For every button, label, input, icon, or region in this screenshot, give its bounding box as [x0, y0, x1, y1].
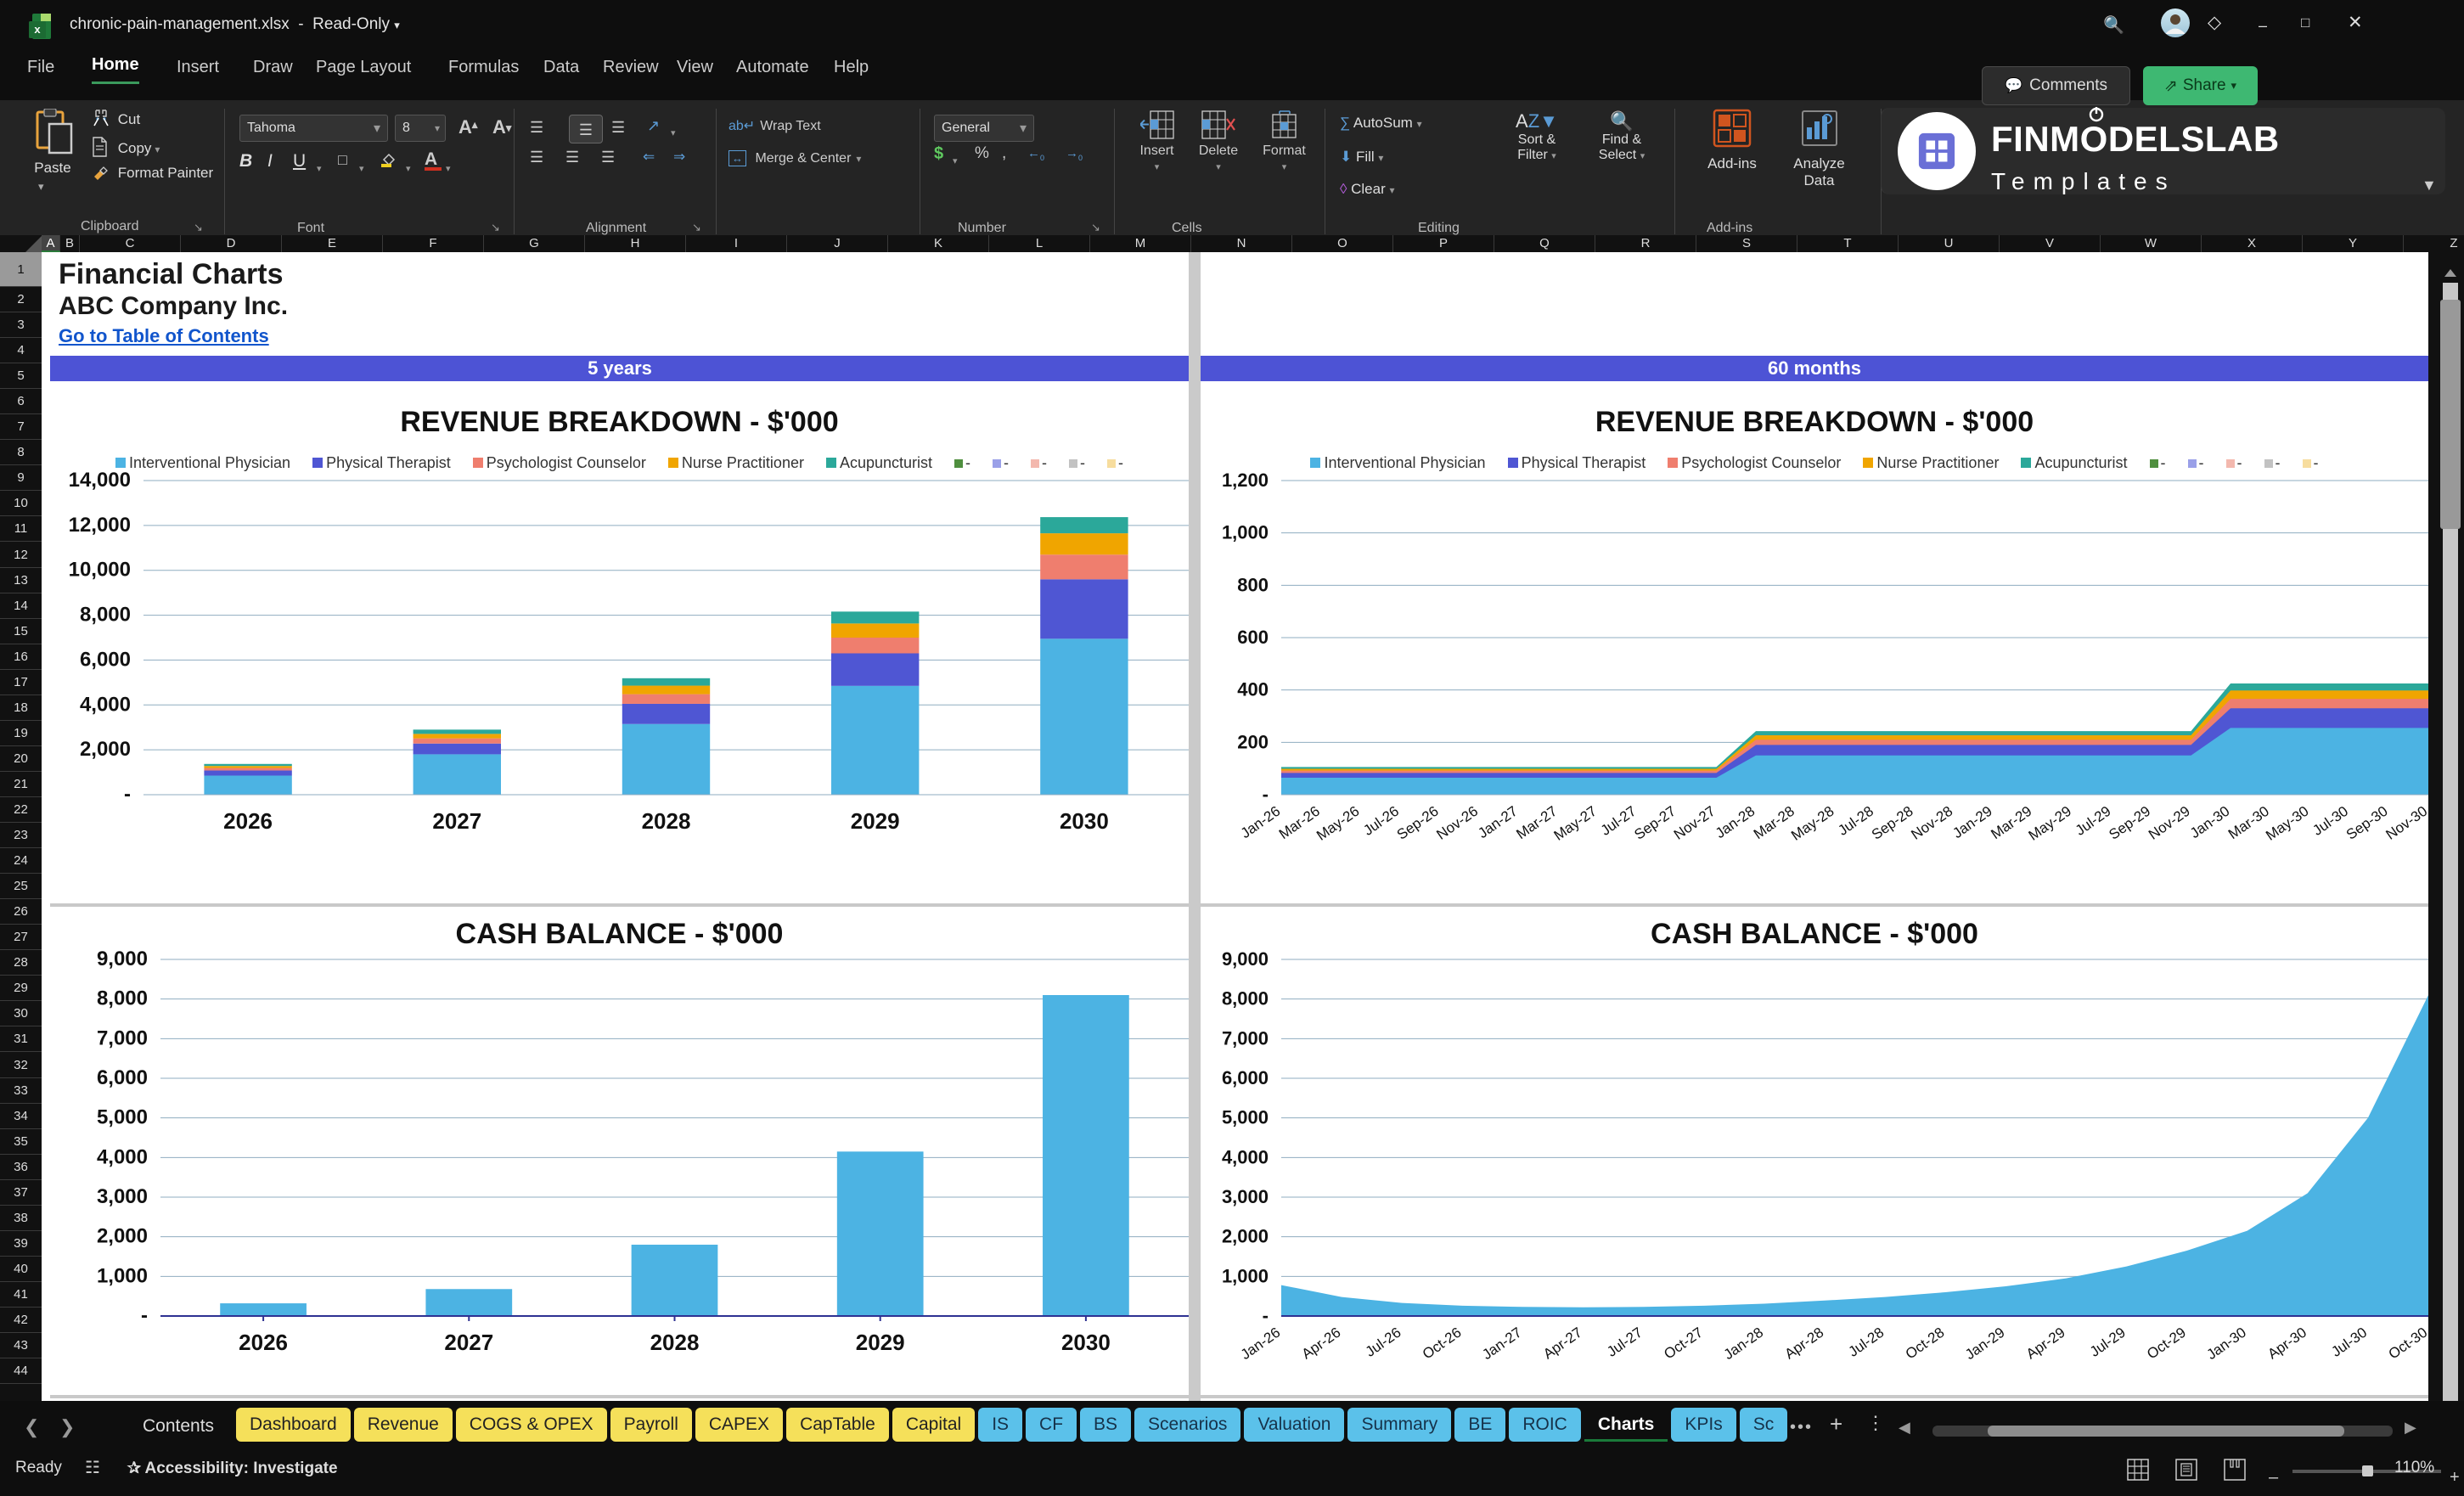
svg-text:May-27: May-27	[1551, 803, 1600, 844]
svg-text:1,000: 1,000	[1222, 1265, 1269, 1286]
svg-text:Sep-28: Sep-28	[1869, 803, 1916, 843]
svg-text:12,000: 12,000	[69, 514, 131, 537]
svg-text:2030: 2030	[1060, 808, 1109, 834]
svg-text:2,000: 2,000	[1222, 1226, 1269, 1247]
svg-text:Apr-29: Apr-29	[2023, 1324, 2068, 1363]
svg-text:Jan-29: Jan-29	[1962, 1324, 2007, 1363]
svg-text:May-28: May-28	[1788, 803, 1837, 844]
svg-text:4,000: 4,000	[80, 693, 131, 716]
svg-text:-: -	[1263, 1305, 1269, 1326]
svg-text:8,000: 8,000	[97, 987, 148, 1010]
svg-text:Jan-27: Jan-27	[1479, 1324, 1524, 1363]
svg-text:9,000: 9,000	[1222, 948, 1269, 970]
svg-text:Sep-30: Sep-30	[2343, 803, 2391, 843]
svg-text:1,000: 1,000	[97, 1264, 148, 1287]
svg-text:10,000: 10,000	[69, 559, 131, 582]
svg-text:Jul-28: Jul-28	[1846, 1324, 1887, 1360]
svg-text:8,000: 8,000	[80, 604, 131, 627]
svg-text:Sep-26: Sep-26	[1394, 803, 1442, 843]
svg-text:2026: 2026	[239, 1330, 288, 1355]
svg-text:6,000: 6,000	[1222, 1067, 1269, 1088]
svg-text:Oct-27: Oct-27	[1661, 1324, 1706, 1363]
svg-text:8,000: 8,000	[1222, 988, 1269, 1010]
svg-text:14,000: 14,000	[69, 469, 131, 492]
svg-text:Apr-26: Apr-26	[1299, 1324, 1344, 1363]
svg-text:Jul-30: Jul-30	[2328, 1324, 2370, 1360]
svg-text:2027: 2027	[444, 1330, 493, 1355]
svg-text:3,000: 3,000	[97, 1185, 148, 1208]
svg-text:May-26: May-26	[1314, 803, 1362, 844]
svg-text:3,000: 3,000	[1222, 1186, 1269, 1207]
svg-text:May-29: May-29	[2026, 803, 2074, 844]
svg-text:6,000: 6,000	[97, 1066, 148, 1089]
svg-text:Jul-29: Jul-29	[2087, 1324, 2129, 1360]
svg-text:-: -	[141, 1304, 148, 1327]
svg-text:4,000: 4,000	[1222, 1146, 1269, 1167]
svg-text:Mar-28: Mar-28	[1751, 803, 1797, 842]
svg-text:Jan-28: Jan-28	[1721, 1324, 1766, 1363]
svg-text:2028: 2028	[650, 1330, 700, 1355]
svg-text:400: 400	[1237, 679, 1269, 700]
svg-text:2,000: 2,000	[80, 738, 131, 761]
svg-text:Jan-29: Jan-29	[1949, 803, 1994, 841]
svg-text:Oct-28: Oct-28	[1903, 1324, 1948, 1363]
svg-text:Nov-26: Nov-26	[1433, 803, 1481, 843]
svg-text:Apr-30: Apr-30	[2264, 1324, 2309, 1363]
svg-text:Mar-30: Mar-30	[2225, 803, 2272, 842]
svg-text:Mar-29: Mar-29	[1988, 803, 2034, 842]
svg-text:Oct-26: Oct-26	[1420, 1324, 1465, 1363]
svg-text:Mar-26: Mar-26	[1276, 803, 1323, 842]
svg-text:Apr-27: Apr-27	[1540, 1324, 1585, 1363]
svg-text:x: x	[34, 23, 41, 36]
svg-text:Mar-27: Mar-27	[1513, 803, 1560, 842]
svg-text:Jan-30: Jan-30	[2187, 803, 2232, 841]
svg-text:Jan-27: Jan-27	[1475, 803, 1520, 841]
svg-text:Jan-30: Jan-30	[2203, 1324, 2248, 1363]
svg-text:200: 200	[1237, 731, 1269, 752]
svg-text:-: -	[124, 783, 131, 806]
svg-text:Jan-26: Jan-26	[1238, 803, 1283, 841]
svg-text:600: 600	[1237, 627, 1269, 648]
svg-text:Jan-26: Jan-26	[1238, 1324, 1283, 1363]
svg-text:800: 800	[1237, 574, 1269, 595]
svg-text:Sep-27: Sep-27	[1631, 803, 1679, 843]
svg-text:Nov-28: Nov-28	[1908, 803, 1955, 843]
svg-text:2030: 2030	[1061, 1330, 1111, 1355]
svg-text:Oct-30: Oct-30	[2386, 1324, 2431, 1363]
svg-text:5,000: 5,000	[1222, 1107, 1269, 1128]
svg-text:6,000: 6,000	[80, 648, 131, 671]
svg-text:Sep-29: Sep-29	[2106, 803, 2153, 843]
svg-text:9,000: 9,000	[97, 948, 148, 970]
svg-text:Oct-29: Oct-29	[2144, 1324, 2189, 1363]
svg-text:2027: 2027	[432, 808, 481, 834]
svg-text:Nov-27: Nov-27	[1671, 803, 1719, 843]
svg-text:Jul-26: Jul-26	[1363, 1324, 1404, 1360]
svg-text:May-30: May-30	[2263, 803, 2311, 844]
svg-text:2029: 2029	[856, 1330, 905, 1355]
svg-text:2028: 2028	[642, 808, 691, 834]
svg-text:Jul-27: Jul-27	[1604, 1324, 1645, 1360]
svg-text:-: -	[1263, 784, 1269, 805]
svg-text:5,000: 5,000	[97, 1106, 148, 1129]
svg-text:2,000: 2,000	[97, 1225, 148, 1248]
svg-text:2029: 2029	[851, 808, 900, 834]
svg-text:Jan-28: Jan-28	[1713, 803, 1758, 841]
svg-text:1,200: 1,200	[1222, 470, 1269, 491]
svg-text:4,000: 4,000	[97, 1145, 148, 1168]
svg-text:7,000: 7,000	[1222, 1027, 1269, 1049]
svg-text:1,000: 1,000	[1222, 522, 1269, 543]
svg-text:Apr-28: Apr-28	[1782, 1324, 1827, 1363]
svg-text:2026: 2026	[223, 808, 273, 834]
svg-text:Nov-30: Nov-30	[2382, 803, 2430, 843]
svg-text:Nov-29: Nov-29	[2146, 803, 2193, 843]
svg-text:7,000: 7,000	[97, 1026, 148, 1049]
